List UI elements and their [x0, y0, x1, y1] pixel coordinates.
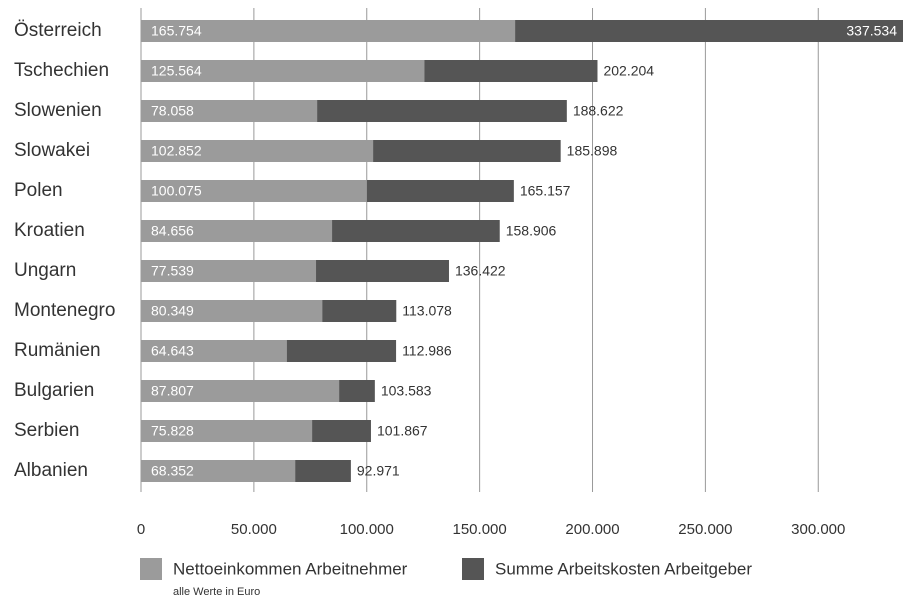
x-tick-label: 250.000 — [678, 521, 732, 538]
x-tick-label: 300.000 — [791, 521, 845, 538]
value-label: 136.422 — [455, 263, 506, 279]
value-label: 102.852 — [151, 143, 202, 159]
value-label: 87.807 — [151, 383, 194, 399]
bar — [141, 20, 516, 42]
value-label: 84.656 — [151, 223, 194, 239]
x-tick-label: 200.000 — [565, 521, 619, 538]
category-label: Bulgarien — [14, 380, 94, 401]
legend-label: Summe Arbeitskosten Arbeitgeber — [495, 559, 752, 578]
bar — [141, 380, 340, 402]
value-label: 112.986 — [402, 343, 452, 359]
value-label: 165.754 — [151, 23, 202, 39]
value-label: 68.352 — [151, 463, 194, 479]
category-label: Polen — [14, 180, 63, 201]
category-label: Tschechien — [14, 60, 109, 81]
category-label: Slowakei — [14, 140, 90, 161]
category-label: Slowenien — [14, 100, 102, 121]
bar — [141, 340, 287, 362]
bar — [141, 460, 296, 482]
x-tick-label: 150.000 — [453, 521, 507, 538]
category-label: Albanien — [14, 460, 88, 481]
legend-label: Nettoeinkommen Arbeitnehmer — [173, 559, 408, 578]
category-label: Serbien — [14, 420, 80, 441]
value-label: 92.971 — [357, 463, 400, 479]
legend-swatch — [140, 558, 162, 580]
value-label: 188.622 — [573, 103, 624, 119]
value-label: 103.583 — [381, 383, 432, 399]
bar — [141, 220, 333, 242]
value-label: 165.157 — [520, 183, 571, 199]
value-label: 101.867 — [377, 423, 428, 439]
x-tick-label: 50.000 — [231, 521, 277, 538]
category-label: Österreich — [14, 20, 102, 41]
value-label: 77.539 — [151, 263, 194, 279]
bar — [141, 60, 425, 82]
value-label: 202.204 — [603, 63, 654, 79]
bar — [141, 100, 318, 122]
bar — [141, 420, 313, 442]
bar — [141, 300, 323, 322]
value-label: 125.564 — [151, 63, 202, 79]
bar — [141, 260, 317, 282]
bar — [141, 140, 374, 162]
x-tick-label: 100.000 — [340, 521, 394, 538]
category-label: Rumänien — [14, 340, 101, 361]
category-label: Ungarn — [14, 260, 76, 281]
category-label: Montenegro — [14, 300, 115, 321]
legend-swatch — [462, 558, 484, 580]
value-label: 113.078 — [402, 303, 452, 319]
value-label: 80.349 — [151, 303, 194, 319]
x-tick-label: 0 — [137, 521, 145, 538]
value-label: 337.534 — [846, 23, 897, 39]
value-label: 75.828 — [151, 423, 194, 439]
value-label: 78.058 — [151, 103, 194, 119]
value-label: 185.898 — [567, 143, 618, 159]
value-label: 100.075 — [151, 183, 202, 199]
category-label: Kroatien — [14, 220, 85, 241]
value-label: 158.906 — [506, 223, 557, 239]
bar — [141, 180, 367, 202]
value-label: 64.643 — [151, 343, 194, 359]
note: alle Werte in Euro — [173, 586, 260, 598]
